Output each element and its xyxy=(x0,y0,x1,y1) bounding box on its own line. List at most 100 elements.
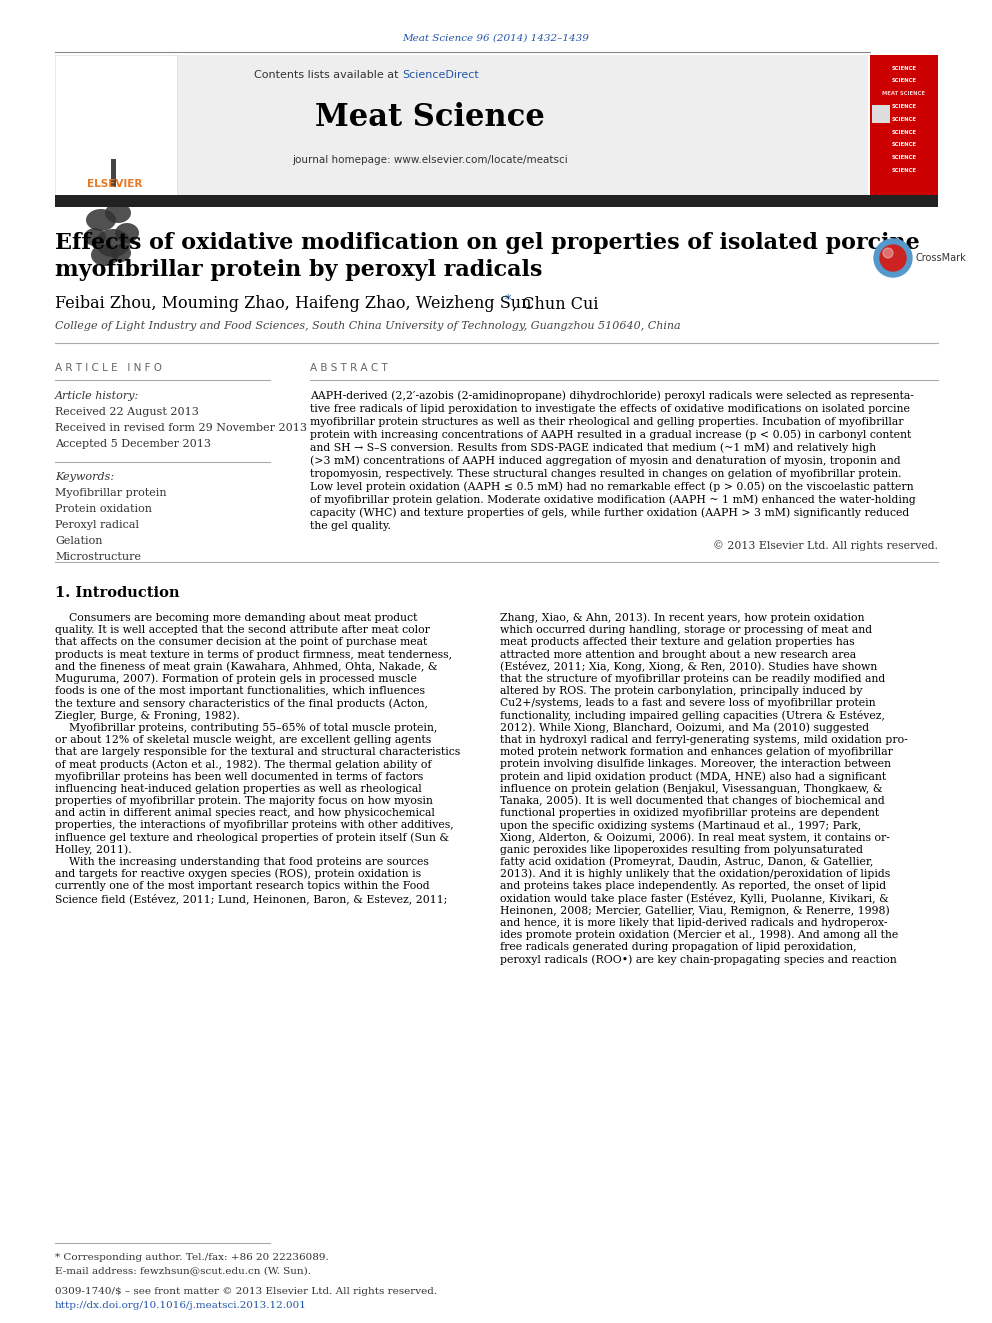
Text: With the increasing understanding that food proteins are sources: With the increasing understanding that f… xyxy=(55,857,429,867)
Text: Xiong, Alderton, & Ooizumi, 2006). In real meat system, it contains or-: Xiong, Alderton, & Ooizumi, 2006). In re… xyxy=(500,832,890,843)
Text: and actin in different animal species react, and how physicochemical: and actin in different animal species re… xyxy=(55,808,434,818)
Text: meat products affected their texture and gelation properties has: meat products affected their texture and… xyxy=(500,638,855,647)
Text: influencing heat-induced gelation properties as well as rheological: influencing heat-induced gelation proper… xyxy=(55,783,422,794)
Text: AAPH-derived (2,2′-azobis (2-amidinopropane) dihydrochloride) peroxyl radicals w: AAPH-derived (2,2′-azobis (2-amidinoprop… xyxy=(310,390,914,401)
Ellipse shape xyxy=(86,209,116,232)
Text: Science field (Estévez, 2011; Lund, Heinonen, Baron, & Estevez, 2011;: Science field (Estévez, 2011; Lund, Hein… xyxy=(55,893,447,904)
Text: ScienceDirect: ScienceDirect xyxy=(402,70,479,79)
Text: http://dx.doi.org/10.1016/j.meatsci.2013.12.001: http://dx.doi.org/10.1016/j.meatsci.2013… xyxy=(55,1302,307,1311)
Text: Cu2+/systems, leads to a fast and severe loss of myofibrillar protein: Cu2+/systems, leads to a fast and severe… xyxy=(500,699,876,708)
Text: and hence, it is more likely that lipid-derived radicals and hydroperox-: and hence, it is more likely that lipid-… xyxy=(500,918,888,927)
Text: SCIENCE: SCIENCE xyxy=(892,116,917,122)
Text: * Corresponding author. Tel./fax: +86 20 22236089.: * Corresponding author. Tel./fax: +86 20… xyxy=(55,1253,328,1262)
Circle shape xyxy=(880,245,906,271)
Text: and SH → S–S conversion. Results from SDS-PAGE indicated that medium (~1 mM) and: and SH → S–S conversion. Results from SD… xyxy=(310,443,876,454)
Text: Myofibrillar proteins, contributing 55–65% of total muscle protein,: Myofibrillar proteins, contributing 55–6… xyxy=(55,722,437,733)
Text: properties of myofibrillar protein. The majority focus on how myosin: properties of myofibrillar protein. The … xyxy=(55,796,433,806)
Text: protein with increasing concentrations of AAPH resulted in a gradual increase (p: protein with increasing concentrations o… xyxy=(310,430,912,441)
Text: influence on protein gelation (Benjakul, Visessanguan, Thongkaew, &: influence on protein gelation (Benjakul,… xyxy=(500,783,883,794)
Text: Myofibrillar protein: Myofibrillar protein xyxy=(55,488,167,497)
Ellipse shape xyxy=(115,224,139,243)
Ellipse shape xyxy=(95,229,131,257)
Text: Peroxyl radical: Peroxyl radical xyxy=(55,520,139,531)
Text: fatty acid oxidation (Promeyrat, Daudin, Astruc, Danon, & Gatellier,: fatty acid oxidation (Promeyrat, Daudin,… xyxy=(500,857,873,868)
Text: Feibai Zhou, Mouming Zhao, Haifeng Zhao, Weizheng Sun: Feibai Zhou, Mouming Zhao, Haifeng Zhao,… xyxy=(55,295,537,312)
Text: and targets for reactive oxygen species (ROS), protein oxidation is: and targets for reactive oxygen species … xyxy=(55,869,422,880)
Text: protein and lipid oxidation product (MDA, HNE) also had a significant: protein and lipid oxidation product (MDA… xyxy=(500,771,886,782)
Text: myofibrillar protein structures as well as their rheological and gelling propert: myofibrillar protein structures as well … xyxy=(310,417,904,427)
Text: E-mail address: fewzhsun@scut.edu.cn (W. Sun).: E-mail address: fewzhsun@scut.edu.cn (W.… xyxy=(55,1266,311,1275)
Text: (>3 mM) concentrations of AAPH induced aggregation of myosin and denaturation of: (>3 mM) concentrations of AAPH induced a… xyxy=(310,455,901,466)
Text: Heinonen, 2008; Mercier, Gatellier, Viau, Remignon, & Renerre, 1998): Heinonen, 2008; Mercier, Gatellier, Viau… xyxy=(500,905,890,916)
FancyBboxPatch shape xyxy=(872,105,890,123)
Text: products is meat texture in terms of product firmness, meat tenderness,: products is meat texture in terms of pro… xyxy=(55,650,452,660)
Text: tive free radicals of lipid peroxidation to investigate the effects of oxidative: tive free radicals of lipid peroxidation… xyxy=(310,404,910,414)
Text: Article history:: Article history: xyxy=(55,392,139,401)
FancyBboxPatch shape xyxy=(175,56,868,194)
Text: Gelation: Gelation xyxy=(55,536,102,546)
Text: Received 22 August 2013: Received 22 August 2013 xyxy=(55,407,198,417)
Text: A R T I C L E   I N F O: A R T I C L E I N F O xyxy=(55,363,162,373)
Text: , Chun Cui: , Chun Cui xyxy=(512,295,598,312)
Text: Tanaka, 2005). It is well documented that changes of biochemical and: Tanaka, 2005). It is well documented tha… xyxy=(500,795,885,806)
FancyBboxPatch shape xyxy=(870,56,938,194)
Text: journal homepage: www.elsevier.com/locate/meatsci: journal homepage: www.elsevier.com/locat… xyxy=(292,155,567,165)
Text: Contents lists available at: Contents lists available at xyxy=(254,70,402,79)
Text: quality. It is well accepted that the second attribute after meat color: quality. It is well accepted that the se… xyxy=(55,626,430,635)
Text: that are largely responsible for the textural and structural characteristics: that are largely responsible for the tex… xyxy=(55,747,460,757)
Text: SCIENCE: SCIENCE xyxy=(892,143,917,147)
Text: College of Light Industry and Food Sciences, South China University of Technolog: College of Light Industry and Food Scien… xyxy=(55,321,681,331)
Text: SCIENCE: SCIENCE xyxy=(892,168,917,173)
Text: ides promote protein oxidation (Mercier et al., 1998). And among all the: ides promote protein oxidation (Mercier … xyxy=(500,930,898,941)
Text: myofibrillar proteins has been well documented in terms of factors: myofibrillar proteins has been well docu… xyxy=(55,771,424,782)
Text: Consumers are becoming more demanding about meat product: Consumers are becoming more demanding ab… xyxy=(55,613,418,623)
Text: influence gel texture and rheological properties of protein itself (Sun &: influence gel texture and rheological pr… xyxy=(55,832,449,843)
Text: Effects of oxidative modification on gel properties of isolated porcine: Effects of oxidative modification on gel… xyxy=(55,232,920,254)
Text: Low level protein oxidation (AAPH ≤ 0.5 mM) had no remarkable effect (p > 0.05) : Low level protein oxidation (AAPH ≤ 0.5 … xyxy=(310,482,914,492)
Text: myofibrillar protein by peroxyl radicals: myofibrillar protein by peroxyl radicals xyxy=(55,259,543,280)
Text: Meat Science: Meat Science xyxy=(315,102,545,132)
Text: oxidation would take place faster (Estévez, Kylli, Puolanne, Kivikari, &: oxidation would take place faster (Estév… xyxy=(500,893,889,904)
Text: Meat Science 96 (2014) 1432–1439: Meat Science 96 (2014) 1432–1439 xyxy=(403,33,589,42)
Text: that affects on the consumer decision at the point of purchase meat: that affects on the consumer decision at… xyxy=(55,638,428,647)
Text: upon the specific oxidizing systems (Martinaud et al., 1997; Park,: upon the specific oxidizing systems (Mar… xyxy=(500,820,861,831)
Text: *: * xyxy=(505,295,511,307)
Circle shape xyxy=(883,247,893,258)
Text: SCIENCE: SCIENCE xyxy=(892,78,917,83)
Text: attracted more attention and brought about a new research area: attracted more attention and brought abo… xyxy=(500,650,856,660)
Ellipse shape xyxy=(105,202,131,224)
Text: free radicals generated during propagation of lipid peroxidation,: free radicals generated during propagati… xyxy=(500,942,857,953)
Text: or about 12% of skeletal muscle weight, are excellent gelling agents: or about 12% of skeletal muscle weight, … xyxy=(55,736,432,745)
Text: that in hydroxyl radical and ferryl-generating systems, mild oxidation pro-: that in hydroxyl radical and ferryl-gene… xyxy=(500,736,908,745)
Text: moted protein network formation and enhances gelation of myofibrillar: moted protein network formation and enha… xyxy=(500,747,893,757)
Text: properties, the interactions of myofibrillar proteins with other additives,: properties, the interactions of myofibri… xyxy=(55,820,453,831)
Text: that the structure of myofibrillar proteins can be readily modified and: that the structure of myofibrillar prote… xyxy=(500,673,885,684)
Text: peroxyl radicals (ROO•) are key chain-propagating species and reaction: peroxyl radicals (ROO•) are key chain-pr… xyxy=(500,954,897,964)
Text: foods is one of the most important functionalities, which influences: foods is one of the most important funct… xyxy=(55,687,425,696)
Text: Ziegler, Burge, & Froning, 1982).: Ziegler, Burge, & Froning, 1982). xyxy=(55,710,240,721)
Text: Accepted 5 December 2013: Accepted 5 December 2013 xyxy=(55,439,211,448)
Text: Protein oxidation: Protein oxidation xyxy=(55,504,152,515)
Text: (Estévez, 2011; Xia, Kong, Xiong, & Ren, 2010). Studies have shown: (Estévez, 2011; Xia, Kong, Xiong, & Ren,… xyxy=(500,662,877,672)
Text: of myofibrillar protein gelation. Moderate oxidative modification (AAPH ~ 1 mM) : of myofibrillar protein gelation. Modera… xyxy=(310,495,916,505)
Text: functional properties in oxidized myofibrillar proteins are dependent: functional properties in oxidized myofib… xyxy=(500,808,879,818)
Text: Keywords:: Keywords: xyxy=(55,472,114,482)
Text: SCIENCE: SCIENCE xyxy=(892,130,917,135)
Text: and the fineness of meat grain (Kawahara, Ahhmed, Ohta, Nakade, &: and the fineness of meat grain (Kawahara… xyxy=(55,662,437,672)
Circle shape xyxy=(874,239,912,277)
Text: 2013). And it is highly unlikely that the oxidation/peroxidation of lipids: 2013). And it is highly unlikely that th… xyxy=(500,869,890,880)
Text: protein involving disulfide linkages. Moreover, the interaction between: protein involving disulfide linkages. Mo… xyxy=(500,759,891,770)
FancyBboxPatch shape xyxy=(55,56,177,194)
Text: SCIENCE: SCIENCE xyxy=(892,66,917,70)
Text: capacity (WHC) and texture properties of gels, while further oxidation (AAPH > 3: capacity (WHC) and texture properties of… xyxy=(310,508,910,519)
FancyBboxPatch shape xyxy=(55,194,938,206)
Text: Received in revised form 29 November 2013: Received in revised form 29 November 201… xyxy=(55,423,307,433)
Text: Microstructure: Microstructure xyxy=(55,552,141,562)
Text: 2012). While Xiong, Blanchard, Ooizumi, and Ma (2010) suggested: 2012). While Xiong, Blanchard, Ooizumi, … xyxy=(500,722,869,733)
Text: which occurred during handling, storage or processing of meat and: which occurred during handling, storage … xyxy=(500,626,872,635)
Text: Holley, 2011).: Holley, 2011). xyxy=(55,844,132,855)
Text: Muguruma, 2007). Formation of protein gels in processed muscle: Muguruma, 2007). Formation of protein ge… xyxy=(55,673,417,684)
Text: A B S T R A C T: A B S T R A C T xyxy=(310,363,388,373)
Ellipse shape xyxy=(111,243,131,262)
Ellipse shape xyxy=(84,228,106,246)
